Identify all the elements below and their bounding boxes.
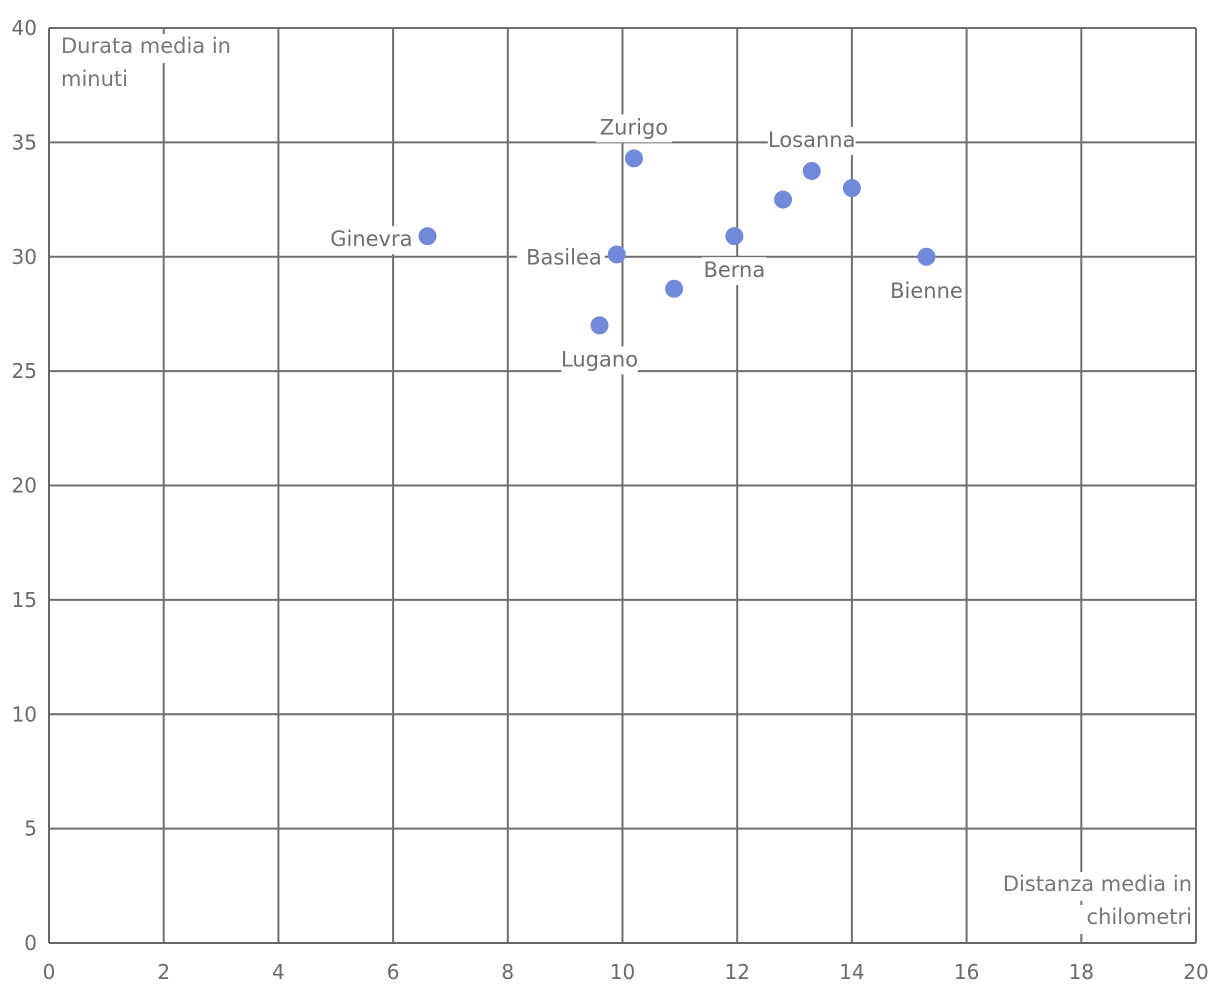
grid-layer [48,27,1197,944]
y-tick-label: 10 [12,702,37,726]
x-tick-label: 10 [610,960,635,984]
point-label: Basilea [526,245,602,269]
scatter-point [917,247,936,266]
scatter-point [842,179,861,198]
point-label-background [701,257,767,286]
x-tick-label: 16 [954,960,979,984]
point-label-background [561,346,638,375]
point-label-background [888,277,965,306]
x-tick-label: 14 [839,960,864,984]
y-tick-label: 20 [12,474,37,498]
x-tick-label: 0 [43,960,56,984]
scatter-point [802,161,821,180]
y-axis-title-background [57,67,133,96]
y-tick-label: 5 [24,817,37,841]
y-tick-label: 15 [12,588,37,612]
y-axis-title: Durata media in [61,34,231,58]
point-label: Zurigo [600,115,668,139]
y-tick-label: 35 [12,130,37,154]
axis-titles: Durata media in minuti Distanza media in ch… [57,34,1194,934]
scatter-point [665,279,684,298]
data-points [418,149,936,335]
x-tick-label: 12 [724,960,749,984]
scatter-point [607,245,626,264]
scatter-point [624,149,643,168]
point-label: Ginevra [330,227,412,251]
x-tick-label: 20 [1183,960,1208,984]
point-label: Berna [703,258,765,282]
scatter-point [590,316,609,335]
x-tick-label: 4 [272,960,285,984]
x-tick-label: 8 [501,960,514,984]
y-tick-label: 0 [24,931,37,955]
x-tick-label: 6 [387,960,400,984]
scatter-point [725,227,744,246]
point-label: Bienne [890,279,963,303]
y-tick-label: 40 [12,16,37,40]
tick-labels: 0 2 4 6 8 10 12 14 16 18 20 0 5 10 15 20 25 30 35 40 [12,16,1209,984]
x-tick-label: 2 [157,960,170,984]
point-label-background [516,244,605,273]
x-axis-title: chilometri [1087,905,1192,929]
y-tick-label: 30 [12,245,37,269]
x-tick-label: 18 [1069,960,1094,984]
y-tick-label: 25 [12,359,37,383]
x-axis-title-background [1074,905,1194,934]
y-axis-title-background [57,34,233,63]
y-axis-title: minuti [61,67,128,91]
point-label-background [595,114,673,143]
x-axis-title: Distanza media in [1003,872,1192,896]
point-label: Losanna [768,128,855,152]
point-label-background [767,126,856,155]
x-axis-title-background [995,872,1194,901]
point-label: Lugano [561,347,638,371]
point-labels: Ginevra Zurigo Basilea Lugano Berna Losanna Bi… [327,114,965,375]
scatter-point [774,190,793,209]
point-label-background [327,226,416,255]
scatter-point [418,227,437,246]
